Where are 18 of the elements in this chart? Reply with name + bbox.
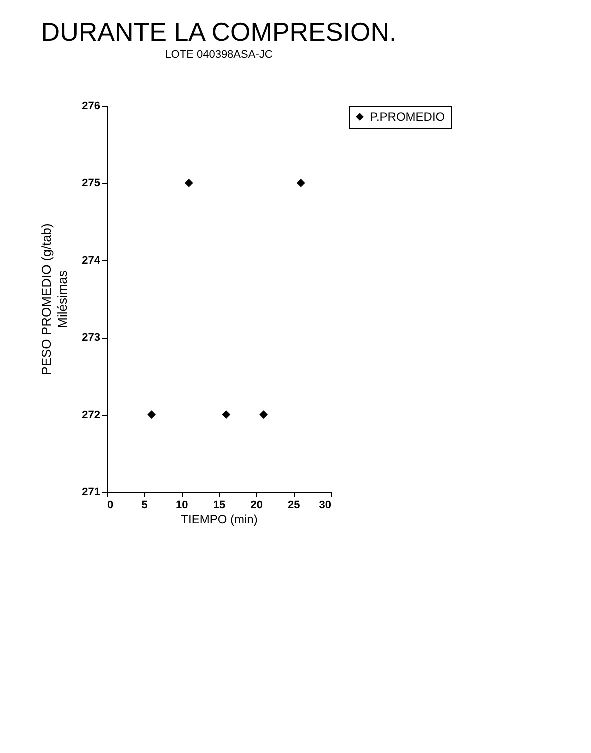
- x-tick-label: 30: [319, 500, 332, 512]
- x-tick-label: 20: [250, 500, 263, 512]
- chart-subtitle: LOTE 040398ASA-JC: [165, 49, 273, 61]
- y-tick-label: 272: [82, 409, 100, 422]
- x-tick-label: 10: [176, 500, 188, 512]
- y-tick-label: 271: [82, 486, 100, 498]
- chart-title: DURANTE LA COMPRESION.: [41, 17, 397, 47]
- legend-label: P.PROMEDIO: [370, 110, 446, 124]
- y-tick-label: 276: [82, 100, 100, 112]
- x-axis-title: TIEMPO (min): [181, 512, 258, 526]
- x-tick-label: 0: [108, 500, 114, 512]
- y-tick-label: 275: [82, 178, 100, 190]
- x-tick-label: 15: [213, 500, 226, 512]
- y-axis-title: PESO PROMEDIO (g/tab) Milésimas: [39, 224, 70, 376]
- x-tick-label: 5: [142, 500, 148, 512]
- x-tick-label: 25: [288, 500, 300, 512]
- y-tick-label: 273: [82, 332, 100, 344]
- y-tick-label: 274: [82, 254, 102, 267]
